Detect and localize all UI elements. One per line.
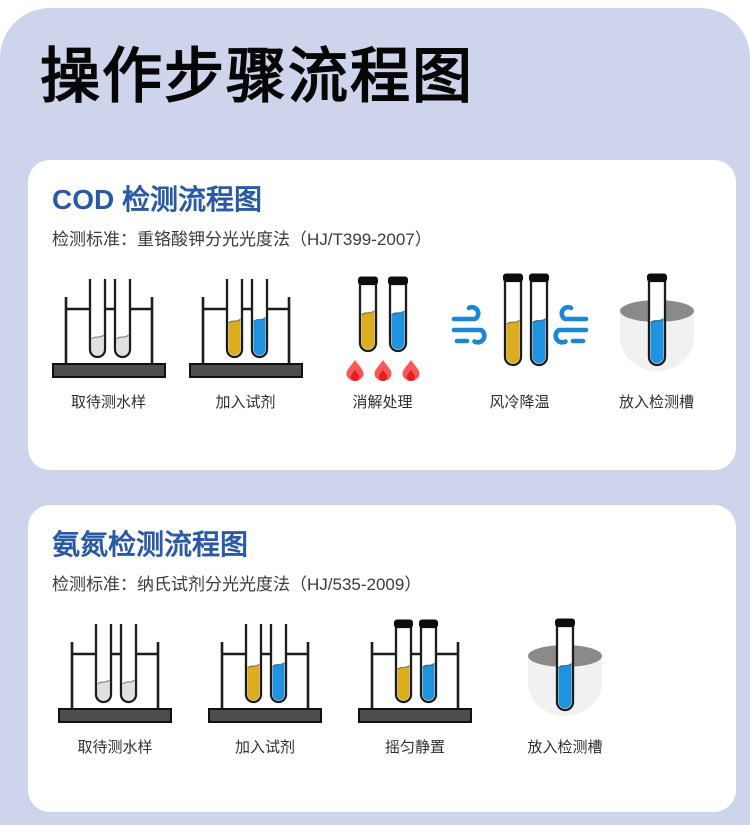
rack-capped-tubes-icon — [353, 618, 477, 728]
steps-row: 取待测水样 加入试剂 消解处理 风冷降温 放入检测槽 — [28, 273, 736, 412]
ammonia-flowchart-card: 氨氮检测流程图 检测标准：纳氏试剂分光光度法（HJ/535-2009） 取待测水… — [28, 505, 736, 812]
tube-in-detection-slot-icon — [513, 618, 617, 728]
rack-open-tubes-reagent-icon — [184, 273, 308, 383]
step-item: 取待测水样 — [40, 618, 190, 757]
step-item: 消解处理 — [314, 273, 451, 412]
step-label: 放入检测槽 — [527, 739, 603, 757]
step-label: 取待测水样 — [70, 394, 146, 412]
step-item: 风冷降温 — [451, 273, 588, 412]
step-item: 摇匀静置 — [340, 618, 490, 757]
section-standard: 检测标准：重铬酸钾分光光度法（HJ/T399-2007） — [52, 230, 432, 250]
step-item: 取待测水样 — [40, 273, 177, 412]
capped-tubes-flame-icon — [335, 273, 431, 383]
page-title: 操作步骤流程图 — [40, 43, 474, 110]
cod-flowchart-card: COD 检测流程图 检测标准：重铬酸钾分光光度法（HJ/T399-2007） 取… — [28, 160, 736, 470]
capped-tubes-wind-icon — [450, 273, 590, 383]
step-label: 消解处理 — [352, 394, 413, 412]
step-item: 加入试剂 — [190, 618, 340, 757]
step-item: 加入试剂 — [177, 273, 314, 412]
section-heading: 氨氮检测流程图 — [52, 529, 249, 560]
step-label: 加入试剂 — [215, 394, 276, 412]
rack-open-tubes-reagent-icon — [203, 618, 327, 728]
steps-row: 取待测水样 加入试剂 摇匀静置 放入检测槽 — [28, 618, 736, 757]
rack-open-tubes-sample-icon — [53, 618, 177, 728]
step-label: 放入检测槽 — [618, 394, 694, 412]
section-heading: COD 检测流程图 — [52, 184, 263, 215]
tube-in-detection-slot-icon — [605, 273, 709, 383]
section-standard: 检测标准：纳氏试剂分光光度法（HJ/535-2009） — [52, 575, 422, 595]
step-item: 放入检测槽 — [490, 618, 640, 757]
step-item: 放入检测槽 — [588, 273, 725, 412]
step-label: 风冷降温 — [489, 394, 550, 412]
step-label: 摇匀静置 — [384, 739, 445, 757]
step-label: 取待测水样 — [77, 739, 153, 757]
rack-open-tubes-sample-icon — [47, 273, 171, 383]
step-label: 加入试剂 — [234, 739, 295, 757]
page-background-panel: 操作步骤流程图 COD 检测流程图 检测标准：重铬酸钾分光光度法（HJ/T399… — [0, 8, 750, 825]
